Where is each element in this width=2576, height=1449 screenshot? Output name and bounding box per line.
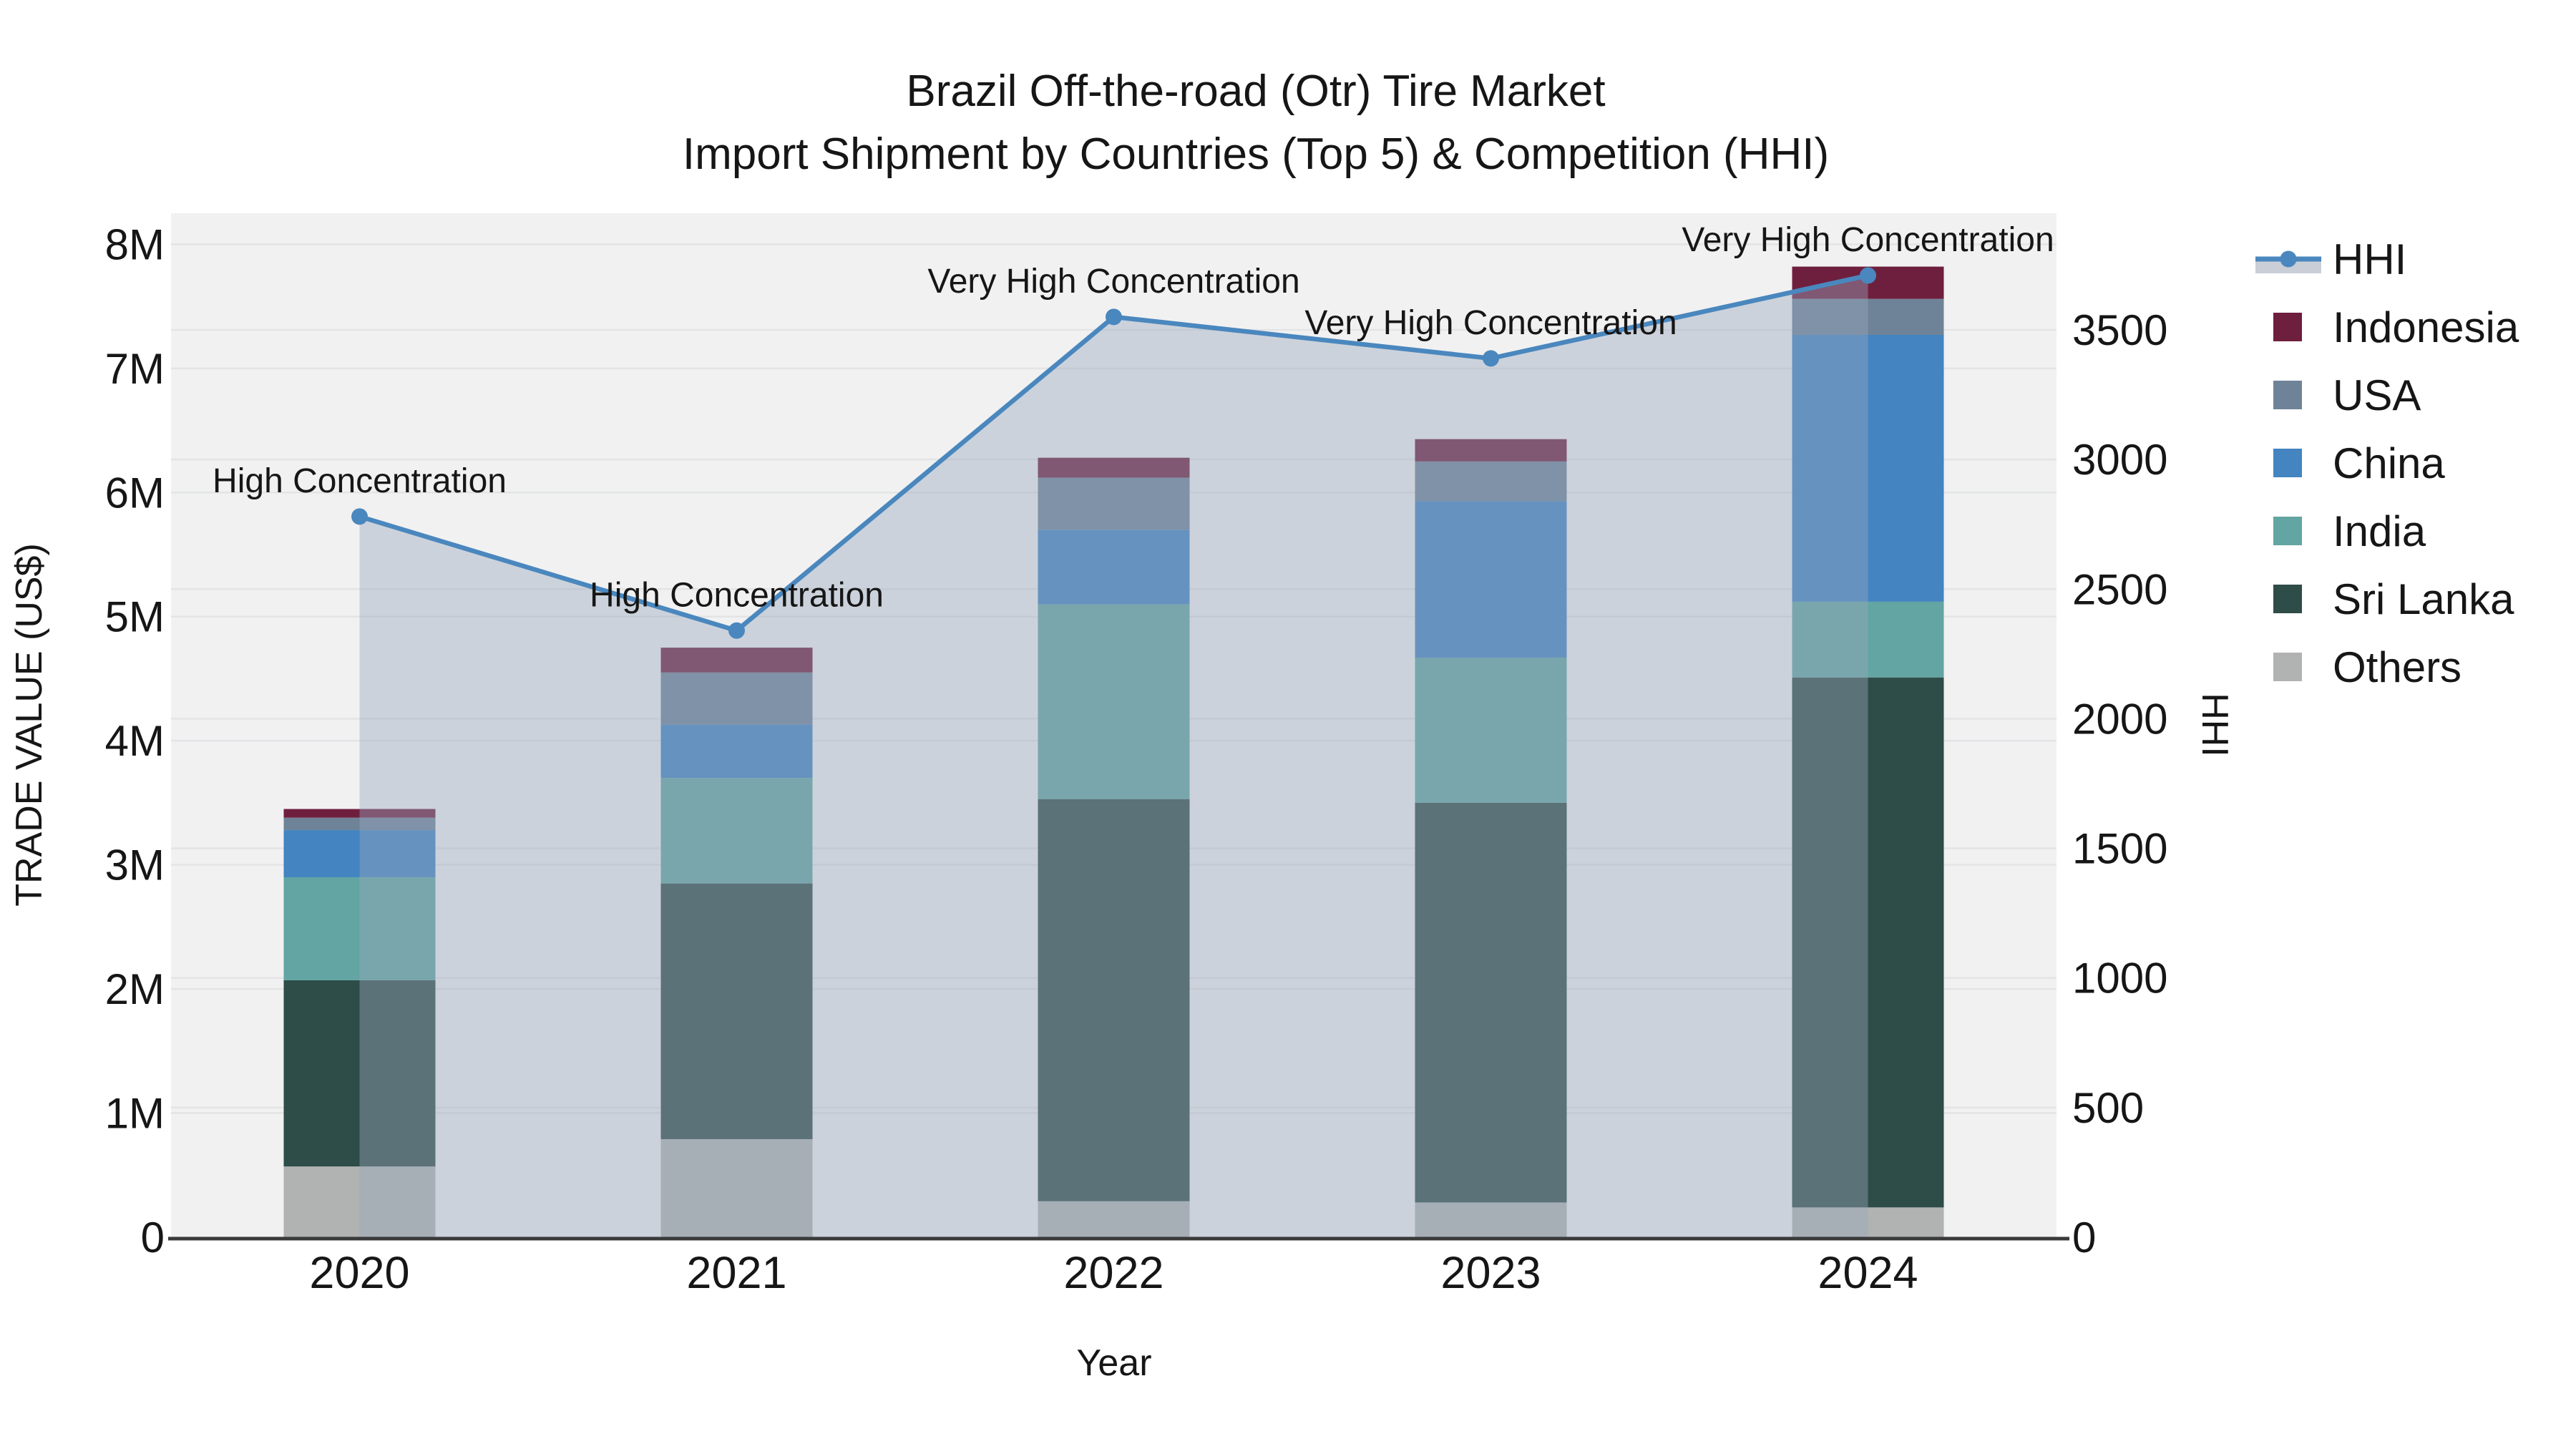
chart-title-line2: Import Shipment by Countries (Top 5) & C… — [683, 130, 1829, 179]
bar-segment-others-2023[interactable] — [1415, 1202, 1567, 1237]
bar-segment-india-2020[interactable] — [283, 877, 436, 980]
y-left-tick-5M: 5M — [105, 593, 165, 641]
hhi-annotation-2022: Very High Concentration — [927, 263, 1299, 301]
bar-segment-usa-2021[interactable] — [660, 672, 813, 725]
bar-segment-china-2023[interactable] — [1415, 501, 1567, 658]
bar-segment-sri-lanka-2023[interactable] — [1415, 802, 1567, 1203]
bar-segment-china-2021[interactable] — [660, 724, 813, 779]
bar-segment-india-2022[interactable] — [1038, 604, 1190, 799]
legend-item-hhi[interactable]: HHI — [2255, 235, 2406, 283]
legend-item-india[interactable]: India — [2273, 507, 2426, 555]
y-left-tick-8M: 8M — [105, 220, 165, 268]
legend-item-china[interactable]: China — [2273, 439, 2445, 487]
bar-segment-indonesia-2023[interactable] — [1415, 439, 1567, 462]
bar-segment-china-2020[interactable] — [283, 830, 436, 877]
y-left-tick-7M: 7M — [105, 345, 165, 393]
bar-segment-usa-2022[interactable] — [1038, 477, 1190, 530]
legend: HHI Indonesia USA China India Sri Lanka Others — [2255, 235, 2519, 691]
bar-segment-indonesia-2021[interactable] — [660, 648, 813, 673]
bar-segment-usa-2024[interactable] — [1792, 298, 1944, 335]
hhi-marker-2022[interactable] — [1106, 308, 1122, 326]
bar-segment-sri-lanka-2022[interactable] — [1038, 799, 1190, 1201]
legend-item-indonesia[interactable]: Indonesia — [2273, 303, 2519, 351]
bar-segment-india-2023[interactable] — [1415, 657, 1567, 803]
x-tick-2021: 2021 — [686, 1248, 786, 1298]
legend-swatch-china — [2273, 449, 2302, 477]
y-left-tick-1M: 1M — [105, 1090, 165, 1138]
legend-label-india: India — [2333, 507, 2426, 555]
bar-segment-others-2022[interactable] — [1038, 1201, 1190, 1237]
bar-segment-others-2024[interactable] — [1792, 1207, 1944, 1237]
y-left-tick-3M: 3M — [105, 841, 165, 889]
legend-swatch-indonesia — [2273, 313, 2302, 341]
hhi-marker-2023[interactable] — [1483, 350, 1499, 367]
y-right-tick-0: 0 — [2072, 1214, 2096, 1262]
legend-label-hhi: HHI — [2333, 235, 2406, 283]
hhi-annotation-2024: Very High Concentration — [1682, 221, 2054, 259]
y-left-axis-title: TRADE VALUE (US$) — [9, 543, 50, 907]
bar-segment-usa-2020[interactable] — [283, 817, 436, 831]
x-tick-2022: 2022 — [1063, 1248, 1163, 1298]
legend-swatch-india — [2273, 517, 2302, 545]
bar-segment-sri-lanka-2020[interactable] — [283, 980, 436, 1167]
bar-segment-sri-lanka-2024[interactable] — [1792, 677, 1944, 1208]
y-right-tick-2500: 2500 — [2072, 565, 2167, 613]
hhi-area-fill — [359, 275, 1868, 1238]
legend-item-sri-lanka[interactable]: Sri Lanka — [2273, 575, 2514, 623]
plot-area: High Concentration High Concentration Very… — [105, 213, 2167, 1298]
bar-segment-india-2021[interactable] — [660, 778, 813, 884]
hhi-marker-2020[interactable] — [351, 508, 368, 525]
legend-label-indonesia: Indonesia — [2333, 303, 2519, 351]
y-right-tick-2000: 2000 — [2072, 695, 2167, 743]
y-right-tick-3000: 3000 — [2072, 436, 2167, 484]
x-tick-2023: 2023 — [1440, 1248, 1541, 1298]
legend-label-sri-lanka: Sri Lanka — [2333, 575, 2514, 623]
legend-swatch-sri-lanka — [2273, 585, 2302, 613]
legend-label-china: China — [2333, 439, 2445, 487]
legend-label-usa: USA — [2333, 371, 2421, 419]
hhi-annotation-2020: High Concentration — [213, 462, 507, 500]
y-right-tick-1500: 1500 — [2072, 825, 2167, 873]
bar-segment-usa-2023[interactable] — [1415, 461, 1567, 502]
hhi-annotation-2023: Very High Concentration — [1304, 304, 1677, 342]
bar-segment-indonesia-2022[interactable] — [1038, 457, 1190, 478]
y-right-tick-1000: 1000 — [2072, 955, 2167, 1002]
y-left-tick-2M: 2M — [105, 965, 165, 1013]
hhi-marker-2024[interactable] — [1860, 267, 1876, 284]
bar-segment-indonesia-2020[interactable] — [283, 809, 436, 818]
bar-segment-china-2022[interactable] — [1038, 530, 1190, 605]
legend-swatch-usa — [2273, 381, 2302, 409]
hhi-marker-2021[interactable] — [728, 622, 745, 639]
legend-item-others[interactable]: Others — [2273, 643, 2462, 691]
bar-segment-others-2021[interactable] — [660, 1138, 813, 1237]
hhi-annotation-2021: High Concentration — [590, 576, 884, 614]
bar-segment-sri-lanka-2021[interactable] — [660, 883, 813, 1139]
x-tick-2020: 2020 — [309, 1248, 409, 1298]
y-left-tick-0: 0 — [141, 1214, 165, 1262]
x-tick-2024: 2024 — [1818, 1248, 1918, 1298]
y-left-tick-4M: 4M — [105, 717, 165, 765]
bar-segment-india-2024[interactable] — [1792, 601, 1944, 678]
bar-segment-others-2020[interactable] — [283, 1166, 436, 1237]
x-axis-title: Year — [1076, 1342, 1151, 1384]
legend-hhi-marker-sample — [2280, 250, 2297, 268]
legend-swatch-others — [2273, 653, 2302, 681]
legend-item-usa[interactable]: USA — [2273, 371, 2421, 419]
y-right-tick-3500: 3500 — [2072, 306, 2167, 354]
y-right-axis-title: HHI — [2194, 693, 2235, 757]
y-left-tick-6M: 6M — [105, 469, 165, 517]
y-right-tick-500: 500 — [2072, 1084, 2144, 1132]
legend-label-others: Others — [2333, 643, 2462, 691]
chart-title-line1: Brazil Off-the-road (Otr) Tire Market — [906, 67, 1605, 116]
bar-segment-china-2024[interactable] — [1792, 334, 1944, 602]
